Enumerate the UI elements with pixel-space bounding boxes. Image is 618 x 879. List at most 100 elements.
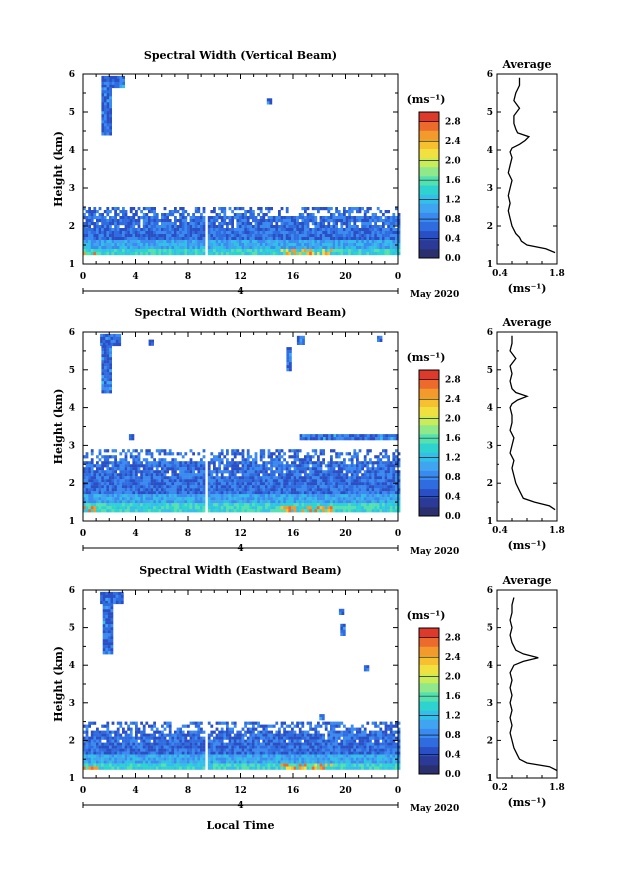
heatmap-cell	[262, 467, 265, 470]
heatmap-cell	[226, 225, 229, 228]
heatmap-cell	[333, 470, 336, 473]
heatmap-cell	[138, 246, 141, 249]
heatmap-cell	[273, 506, 276, 509]
heatmap-cell	[195, 485, 198, 488]
heatmap-cell	[327, 249, 330, 252]
heatmap-cell	[223, 503, 226, 506]
heatmap-cell	[125, 213, 128, 216]
heatmap-cell	[265, 246, 268, 249]
heatmap-cell	[312, 449, 315, 452]
heatmap-cell	[109, 366, 112, 369]
heatmap-cell	[187, 500, 190, 503]
heatmap-cell	[208, 249, 211, 252]
heatmap-cell	[338, 488, 341, 491]
heatmap-cell	[249, 461, 252, 464]
heatmap-cell	[392, 488, 395, 491]
heatmap-cell	[288, 467, 291, 470]
heatmap-cell	[101, 731, 104, 734]
heatmap-cell	[390, 228, 393, 231]
heatmap-cell	[114, 491, 117, 494]
heatmap-cell	[177, 485, 180, 488]
heatmap-cell	[395, 228, 398, 231]
heatmap-cell	[96, 728, 99, 731]
heatmap-cell	[382, 246, 385, 249]
heatmap-cell	[114, 470, 117, 473]
heatmap-cell	[247, 240, 250, 243]
heatmap-cell	[278, 464, 281, 467]
heatmap-cell	[270, 476, 273, 479]
heatmap-cell	[231, 728, 234, 731]
heatmap-cell	[257, 500, 260, 503]
heatmap-cell	[161, 503, 164, 506]
heatmap-cell	[291, 473, 294, 476]
heatmap-cell	[192, 470, 195, 473]
heatmap-cell	[273, 237, 276, 240]
heatmap-cell	[255, 482, 258, 485]
heatmap-cell	[229, 216, 232, 219]
heatmap-cell	[112, 228, 115, 231]
heatmap-cell	[138, 243, 141, 246]
heatmap-cell	[275, 731, 278, 734]
heatmap-cell	[257, 467, 260, 470]
heatmap-cell	[99, 488, 102, 491]
heatmap-cell	[270, 470, 273, 473]
heatmap-cell	[343, 234, 346, 237]
heatmap-cell	[197, 228, 200, 231]
heatmap-cell	[166, 722, 169, 725]
heatmap-cell	[304, 488, 307, 491]
heatmap-cell	[387, 503, 390, 506]
heatmap-cell	[275, 231, 278, 234]
heatmap-cell	[96, 249, 99, 252]
heatmap-cell	[226, 470, 229, 473]
heatmap-cell	[135, 455, 138, 458]
heatmap-cell	[252, 237, 255, 240]
x-tick-label: 8	[185, 272, 191, 282]
heatmap-cell	[145, 494, 148, 497]
heatmap-cell	[148, 461, 151, 464]
heatmap-cell	[247, 479, 250, 482]
heatmap-cell	[106, 725, 109, 728]
heatmap-cell	[343, 219, 346, 222]
heatmap-cell	[179, 213, 182, 216]
heatmap-cell	[91, 734, 94, 737]
heatmap-cell	[288, 464, 291, 467]
heatmap-cell	[322, 231, 325, 234]
heatmap-cell	[184, 494, 187, 497]
heatmap-cell	[299, 458, 302, 461]
heatmap-cell	[309, 491, 312, 494]
heatmap-cell	[161, 734, 164, 737]
heatmap-cell	[247, 455, 250, 458]
heatmap-cell	[171, 234, 174, 237]
heatmap-cell	[392, 485, 395, 488]
heatmap-cell	[385, 252, 388, 255]
heatmap-cell	[353, 219, 356, 222]
heatmap-cell	[86, 240, 89, 243]
heatmap-cell	[138, 252, 141, 255]
heatmap-cell	[135, 249, 138, 252]
heatmap-cell	[377, 470, 380, 473]
heatmap-cell	[166, 225, 169, 228]
heatmap-cell	[158, 249, 161, 252]
heatmap-cell	[366, 452, 369, 455]
heatmap-cell	[301, 461, 304, 464]
heatmap-cell	[327, 482, 330, 485]
heatmap-cell	[234, 243, 237, 246]
heatmap-cell	[111, 612, 114, 615]
heatmap-cell	[346, 476, 349, 479]
heatmap-cell	[140, 240, 143, 243]
heatmap-cell	[390, 488, 393, 491]
heatmap-cell	[335, 249, 338, 252]
heatmap-cell	[353, 506, 356, 509]
heatmap-cell	[106, 210, 109, 213]
heatmap-cell	[387, 231, 390, 234]
heatmap-cell	[288, 500, 291, 503]
heatmap-cell	[86, 246, 89, 249]
heatmap-cell	[333, 731, 336, 734]
heatmap-cell	[200, 231, 203, 234]
heatmap-cell	[325, 494, 328, 497]
heatmap-cell	[387, 473, 390, 476]
heatmap-cell	[116, 598, 119, 601]
heatmap-cell	[125, 488, 128, 491]
heatmap-cell	[174, 207, 177, 210]
heatmap-cell	[247, 234, 250, 237]
